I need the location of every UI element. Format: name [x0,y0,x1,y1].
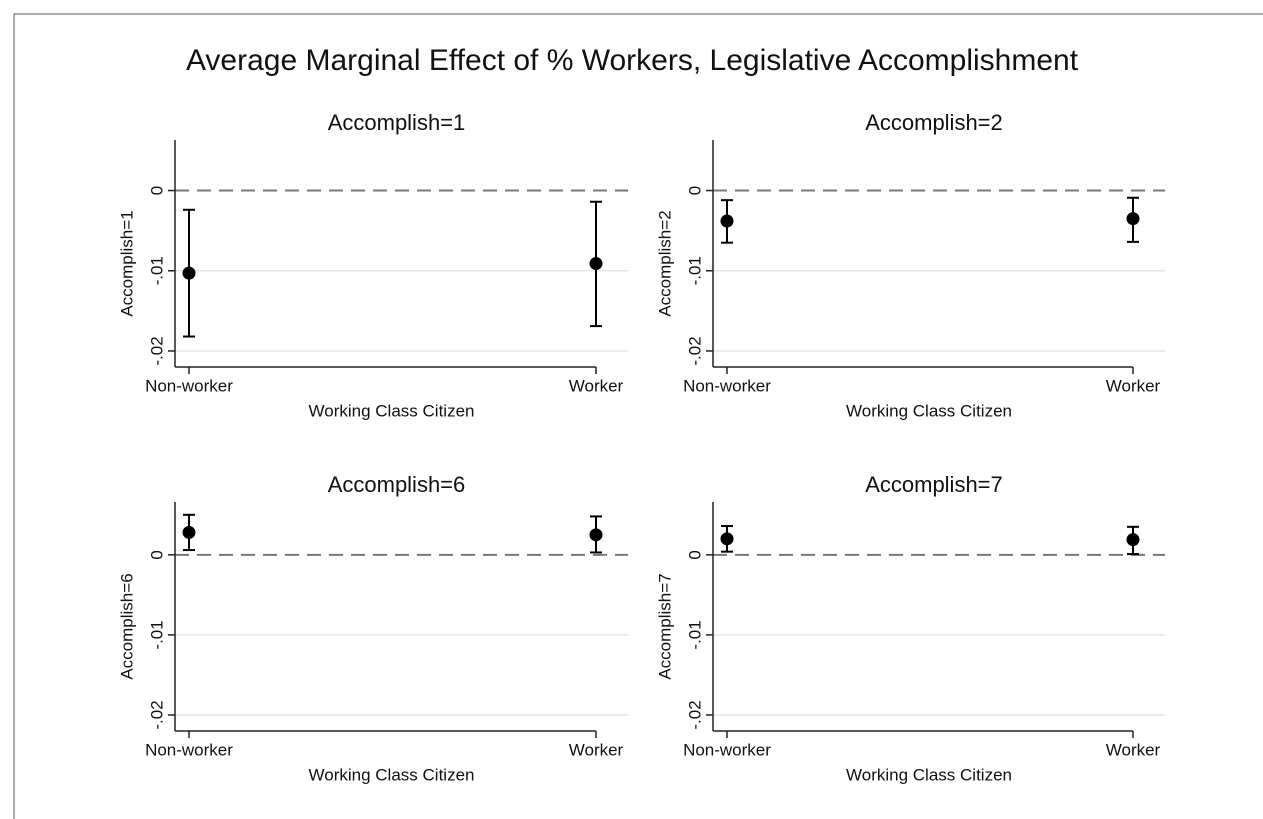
panel-title: Accomplish=7 [865,472,1003,497]
y-axis-label: Accomplish=6 [117,573,136,679]
y-tick-label: -.02 [147,700,166,729]
x-axis-label: Working Class Citizen [309,401,475,420]
y-tick-label: 0 [685,186,704,195]
y-tick-label: -.01 [685,256,704,285]
point [1126,212,1140,226]
x-tick-label: Non-worker [683,376,771,395]
x-tick-label: Non-worker [145,740,233,759]
x-axis-label: Working Class Citizen [846,401,1012,420]
y-tick-label: -.02 [147,336,166,365]
y-tick-label: 0 [685,550,704,559]
x-tick-label: Non-worker [145,376,233,395]
panel-title: Accomplish=1 [328,110,466,135]
point [589,257,603,271]
panel-title: Accomplish=6 [328,472,466,497]
x-tick-label: Non-worker [683,740,771,759]
point [182,525,196,539]
x-tick-label: Worker [1106,740,1161,759]
panel-title: Accomplish=2 [865,110,1003,135]
y-axis-label: Accomplish=1 [117,210,136,316]
x-tick-label: Worker [569,740,624,759]
point [589,528,603,542]
y-tick-label: -.01 [685,620,704,649]
y-axis-label: Accomplish=2 [655,210,674,316]
x-tick-label: Worker [1106,376,1161,395]
y-tick-label: -.01 [147,620,166,649]
point [720,532,734,546]
y-tick-label: -.02 [685,700,704,729]
y-axis-label: Accomplish=7 [655,573,674,679]
x-tick-label: Worker [569,376,624,395]
x-axis-label: Working Class Citizen [309,765,475,784]
y-tick-label: -.01 [147,256,166,285]
figure-title: Average Marginal Effect of % Workers, Le… [186,44,1079,77]
point [182,266,196,280]
y-tick-label: 0 [147,550,166,559]
y-tick-label: 0 [147,186,166,195]
point [720,214,734,228]
y-tick-label: -.02 [685,336,704,365]
point [1126,533,1140,547]
x-axis-label: Working Class Citizen [846,765,1012,784]
